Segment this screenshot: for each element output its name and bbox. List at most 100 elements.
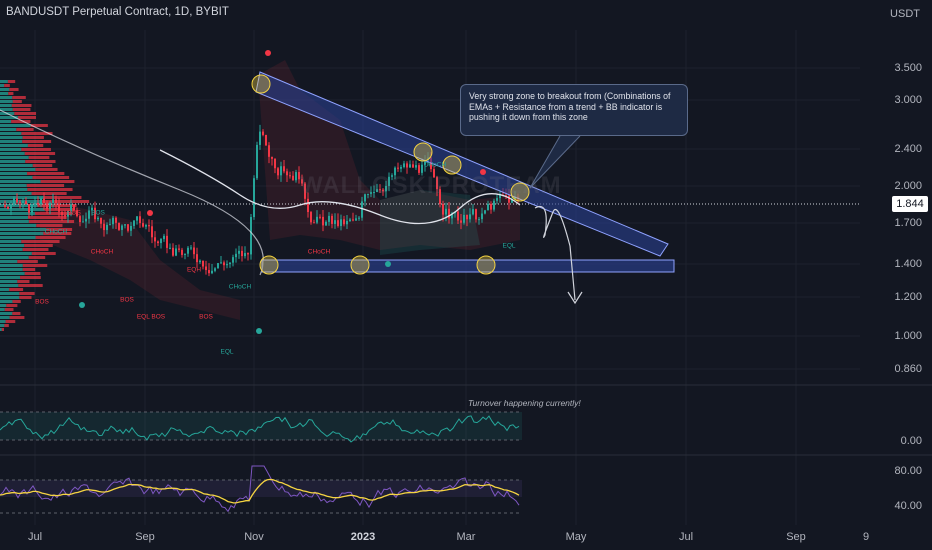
candle-body <box>271 156 273 159</box>
volume-profile-bar <box>0 288 10 291</box>
bearish-zone <box>258 60 520 250</box>
volume-profile-bar <box>0 324 5 327</box>
volume-profile-bar <box>0 208 45 211</box>
candle-body <box>73 204 75 211</box>
volume-profile-bar <box>0 216 29 219</box>
volume-profile-bar <box>32 164 53 167</box>
volume-profile-bar <box>0 204 39 207</box>
candle-body <box>283 166 285 172</box>
volume-profile-bar <box>18 284 43 287</box>
time-tick: Sep <box>786 531 806 543</box>
volume-profile-bar <box>38 204 77 207</box>
candle-body <box>511 199 513 203</box>
candle-body <box>118 222 120 230</box>
candle-body <box>379 189 381 191</box>
volume-profile-bar <box>24 272 41 275</box>
candle-body <box>7 206 9 210</box>
volume-profile-bar <box>0 168 36 171</box>
volume-profile-bar <box>0 244 25 247</box>
candle-body <box>298 172 300 180</box>
candle-body <box>196 254 198 263</box>
bearish-zone <box>40 200 240 320</box>
candle-body <box>373 192 375 194</box>
volume-profile-bar <box>36 224 63 227</box>
candle-body <box>313 222 315 224</box>
volume-profile-bar <box>0 256 29 259</box>
candle-body <box>463 214 465 223</box>
volume-profile-bar <box>0 172 28 175</box>
volume-profile-bar <box>28 156 50 159</box>
candle-body <box>160 238 162 244</box>
oscillator-note[interactable]: Turnover happening currently! <box>468 398 581 408</box>
volume-profile-bar <box>27 144 44 147</box>
volume-profile-bar <box>11 120 31 123</box>
candle-body <box>151 226 153 238</box>
volume-profile-bar <box>22 140 52 143</box>
callout-note[interactable]: Very strong zone to breakout from (Combi… <box>460 84 688 136</box>
volume-profile-bar <box>4 84 10 87</box>
candle-body <box>103 223 105 231</box>
volume-profile-bar <box>22 268 36 271</box>
volume-profile-bar <box>0 220 29 223</box>
price-axis[interactable]: 3.500 3.000 2.400 2.000 1.700 1.400 1.20… <box>860 0 932 525</box>
candle-body <box>205 266 207 271</box>
callout-pointer <box>529 135 581 189</box>
candle-body <box>157 241 159 244</box>
rsi-ma-line <box>0 478 520 504</box>
volume-profile-bar <box>0 176 33 179</box>
volume-profile-bar <box>12 108 31 111</box>
candle-body <box>37 202 39 205</box>
volume-profile-bar <box>0 84 5 87</box>
volume-profile-bar <box>16 128 34 131</box>
candle-body <box>100 217 102 224</box>
structure-label: BOS <box>91 209 105 217</box>
volume-profile-bar <box>35 168 58 171</box>
volume-profile-bar <box>0 280 18 283</box>
symbol-title[interactable]: BANDUSDT Perpetual Contract, 1D, BYBIT <box>6 6 229 18</box>
volume-profile-bar <box>22 264 48 267</box>
candle-body <box>448 208 450 219</box>
candle-body <box>256 144 258 179</box>
candle-body <box>211 270 213 274</box>
candle-body <box>412 164 414 168</box>
volume-profile-bar <box>0 312 13 315</box>
volume-profile-bar <box>0 292 20 295</box>
volume-profile-bar <box>0 128 17 131</box>
volume-profile-bar <box>22 248 49 251</box>
volume-profile-bar <box>19 292 35 295</box>
volume-profile-bar <box>17 260 38 263</box>
volume-profile-bar <box>0 248 23 251</box>
last-price-label: 1.844 <box>892 196 928 212</box>
candle-body <box>499 194 501 199</box>
ema-line-long <box>0 109 264 276</box>
candle-body <box>193 247 195 255</box>
candle-body <box>235 253 237 258</box>
candle-body <box>127 224 129 231</box>
rsi-tick: 40.00 <box>894 500 922 512</box>
volume-profile-bar <box>0 300 13 303</box>
candle-body <box>481 213 483 220</box>
candle-body <box>85 218 87 222</box>
candle-body <box>307 198 309 213</box>
candle-body <box>358 217 360 219</box>
candle-body <box>55 199 57 204</box>
time-axis[interactable]: Jul Sep Nov 2023 Mar May Jul Sep 9 <box>0 525 932 550</box>
volume-profile-bar <box>0 272 25 275</box>
candle-body <box>226 264 228 266</box>
price-tick: 1.400 <box>894 258 922 270</box>
candle-body <box>340 219 342 226</box>
oscillator-band <box>0 412 522 440</box>
candle-body <box>322 216 324 226</box>
candle-body <box>319 216 321 218</box>
volume-profile-bar <box>8 92 14 95</box>
volume-profile-bar <box>6 304 18 307</box>
candle-body <box>52 199 54 203</box>
candle-body <box>145 225 147 227</box>
volume-profile-bar <box>27 188 73 191</box>
candle-body <box>367 193 369 195</box>
volume-profile-bar <box>34 212 73 215</box>
price-tick: 3.000 <box>894 94 922 106</box>
candle-body <box>10 204 12 210</box>
